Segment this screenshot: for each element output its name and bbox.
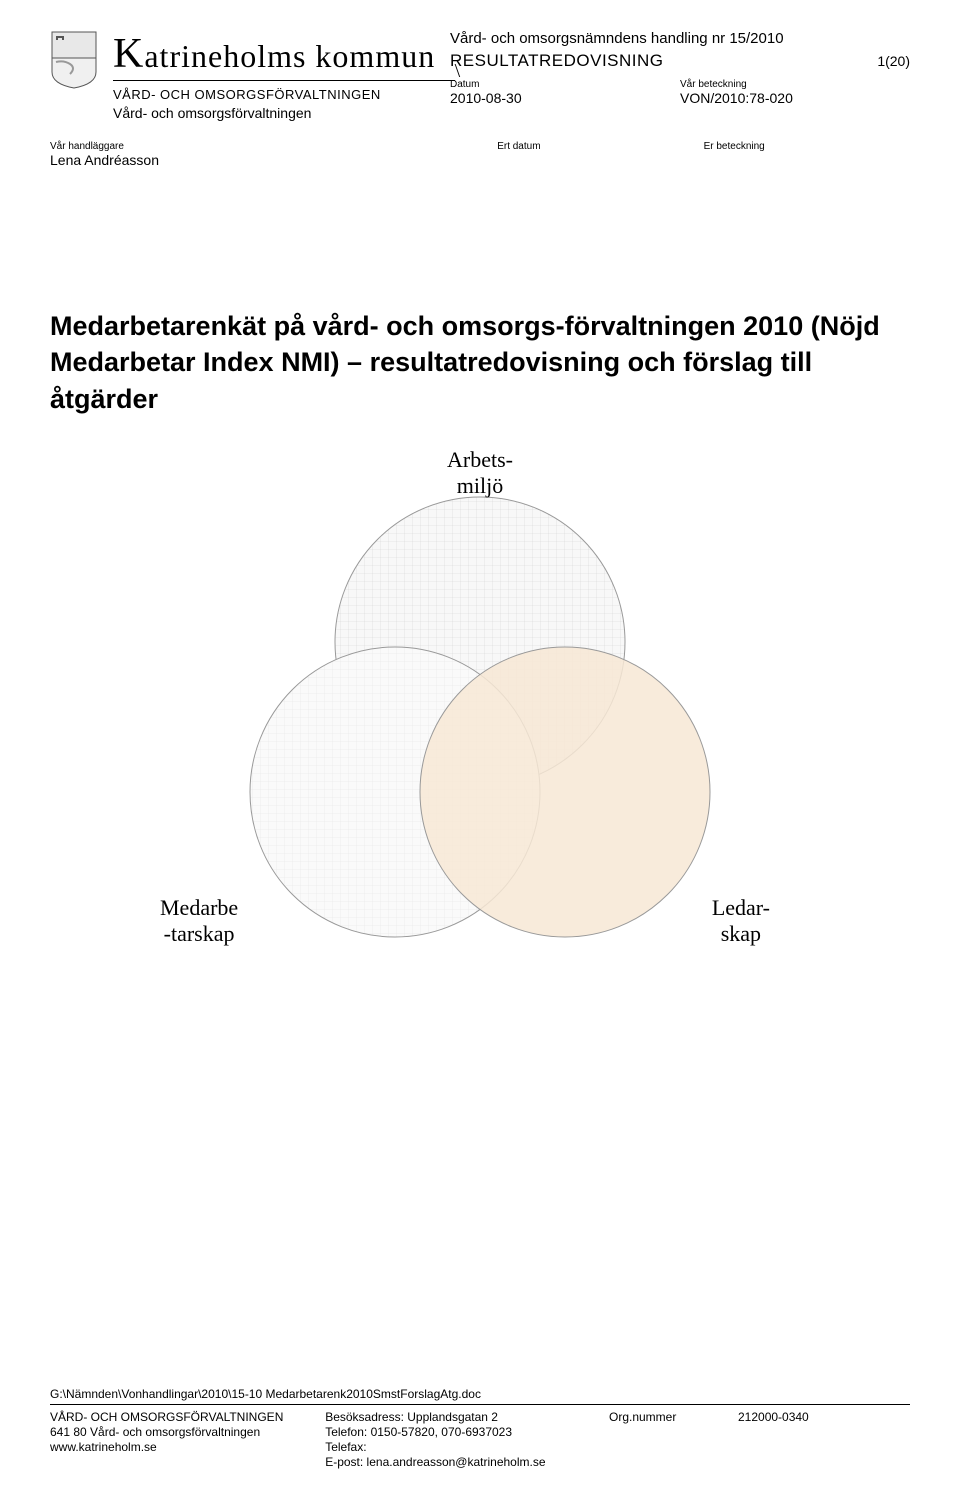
document-footer: G:\Nämnden\Vonhandlingar\2010\15-10 Meda…: [50, 1387, 910, 1470]
ert-datum-label: Ert datum: [497, 141, 703, 152]
venn-label-right-text: Ledar-skap: [712, 895, 770, 945]
sub-department-name: Vård- och omsorgsförvaltningen: [113, 105, 455, 121]
footer-address: 641 80 Vård- och omsorgsförvaltningen: [50, 1425, 325, 1439]
municipality-name: Katrineholms kommun: [113, 30, 455, 81]
venn-label-medarbetarskap: Medarbe-tarskap: [160, 895, 238, 946]
handlaggare-name: Lena Andréasson: [50, 152, 497, 168]
handlaggare-label: Vår handläggare: [50, 141, 497, 152]
beteckning-value: VON/2010:78-020: [680, 90, 910, 106]
venn-diagram: Arbets-miljö Medarbe-tarskap Ledar-skap: [180, 477, 780, 1077]
venn-circle-right: [420, 647, 710, 937]
footer-column-2: Besöksadress: Upplandsgatan 2 Telefon: 0…: [325, 1410, 609, 1470]
footer-column-3: Org.nummer: [609, 1410, 738, 1470]
datum-row: Datum 2010-08-30 Vår beteckning VON/2010…: [450, 79, 910, 106]
handling-number: Vård- och omsorgsnämndens handling nr 15…: [450, 30, 910, 47]
datum-label: Datum: [450, 79, 680, 90]
kommun-rest: atrineholms kommun: [144, 38, 435, 74]
footer-table: VÅRD- OCH OMSORGSFÖRVALTNINGEN 641 80 Vå…: [50, 1410, 910, 1470]
footer-telefax: Telefax:: [325, 1440, 609, 1454]
venn-label-top-text: Arbets-miljö: [447, 447, 513, 497]
footer-telefon: Telefon: 0150-57820, 070-6937023: [325, 1425, 609, 1439]
venn-label-arbetsmiljo: Arbets-miljö: [447, 447, 513, 498]
beteckning-column: Vår beteckning VON/2010:78-020: [680, 79, 910, 106]
footer-besoksadress: Besöksadress: Upplandsgatan 2: [325, 1410, 609, 1424]
venn-label-left-text: Medarbe-tarskap: [160, 895, 238, 945]
municipality-crest-icon: [50, 30, 98, 90]
footer-orgnummer-label: Org.nummer: [609, 1410, 738, 1424]
header-right-block: Vård- och omsorgsnämndens handling nr 15…: [450, 30, 910, 106]
footer-orgnummer-value: 212000-0340: [738, 1410, 910, 1424]
result-title-row: RESULTATREDOVISNING 1(20): [450, 51, 910, 71]
document-page: Katrineholms kommun VÅRD- OCH OMSORGSFÖR…: [0, 0, 960, 1500]
venn-svg: [180, 477, 780, 997]
header-section: Katrineholms kommun VÅRD- OCH OMSORGSFÖR…: [50, 30, 910, 168]
er-beteckning-label: Er beteckning: [704, 141, 910, 152]
kommun-prefix: K: [113, 31, 144, 77]
footer-file-path: G:\Nämnden\Vonhandlingar\2010\15-10 Meda…: [50, 1387, 910, 1405]
page-number: 1(20): [877, 53, 910, 69]
result-title: RESULTATREDOVISNING: [450, 51, 664, 71]
er-beteckning-column: Er beteckning: [704, 141, 910, 168]
venn-label-ledarskap: Ledar-skap: [712, 895, 770, 946]
footer-column-1: VÅRD- OCH OMSORGSFÖRVALTNINGEN 641 80 Vå…: [50, 1410, 325, 1470]
datum-column: Datum 2010-08-30: [450, 79, 680, 106]
footer-column-4: 212000-0340: [738, 1410, 910, 1470]
footer-epost: E-post: lena.andreasson@katrineholm.se: [325, 1455, 609, 1469]
datum-value: 2010-08-30: [450, 90, 680, 106]
handlaggare-row: Vår handläggare Lena Andréasson Ert datu…: [50, 141, 910, 168]
footer-dept: VÅRD- OCH OMSORGSFÖRVALTNINGEN: [50, 1410, 325, 1424]
footer-website: www.katrineholm.se: [50, 1440, 325, 1454]
logo-text-block: Katrineholms kommun VÅRD- OCH OMSORGSFÖR…: [113, 30, 455, 121]
ert-datum-column: Ert datum: [497, 141, 703, 168]
handlaggare-column: Vår handläggare Lena Andréasson: [50, 141, 497, 168]
beteckning-label: Vår beteckning: [680, 79, 910, 90]
department-name: VÅRD- OCH OMSORGSFÖRVALTNINGEN: [113, 87, 455, 102]
document-main-title: Medarbetarenkät på vård- och omsorgs-för…: [50, 308, 910, 417]
